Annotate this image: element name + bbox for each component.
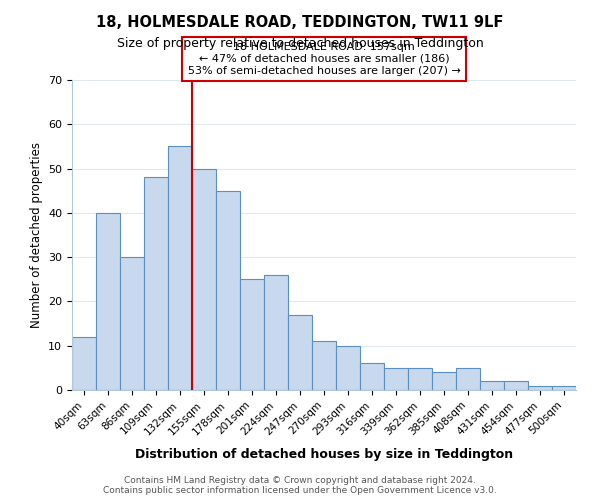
Text: Contains HM Land Registry data © Crown copyright and database right 2024.: Contains HM Land Registry data © Crown c… [124, 476, 476, 485]
Bar [312, 342, 336, 390]
Bar [96, 213, 120, 390]
Bar [168, 146, 192, 390]
Text: 18 HOLMESDALE ROAD: 157sqm
← 47% of detached houses are smaller (186)
53% of sem: 18 HOLMESDALE ROAD: 157sqm ← 47% of deta… [188, 42, 460, 76]
Bar [384, 368, 408, 390]
Bar [288, 314, 312, 390]
Bar [432, 372, 456, 390]
Bar [216, 190, 240, 390]
Bar [336, 346, 360, 390]
Text: 18, HOLMESDALE ROAD, TEDDINGTON, TW11 9LF: 18, HOLMESDALE ROAD, TEDDINGTON, TW11 9L… [97, 15, 503, 30]
Y-axis label: Number of detached properties: Number of detached properties [29, 142, 43, 328]
Bar [360, 364, 384, 390]
Bar [456, 368, 480, 390]
Bar [408, 368, 432, 390]
Bar [528, 386, 552, 390]
Bar [144, 178, 168, 390]
Bar [552, 386, 576, 390]
Bar [120, 257, 144, 390]
Bar [240, 280, 264, 390]
Bar [192, 168, 216, 390]
Text: Contains public sector information licensed under the Open Government Licence v3: Contains public sector information licen… [103, 486, 497, 495]
Bar [72, 337, 96, 390]
Text: Size of property relative to detached houses in Teddington: Size of property relative to detached ho… [116, 38, 484, 51]
Bar [480, 381, 504, 390]
X-axis label: Distribution of detached houses by size in Teddington: Distribution of detached houses by size … [135, 448, 513, 460]
Bar [504, 381, 528, 390]
Bar [264, 275, 288, 390]
